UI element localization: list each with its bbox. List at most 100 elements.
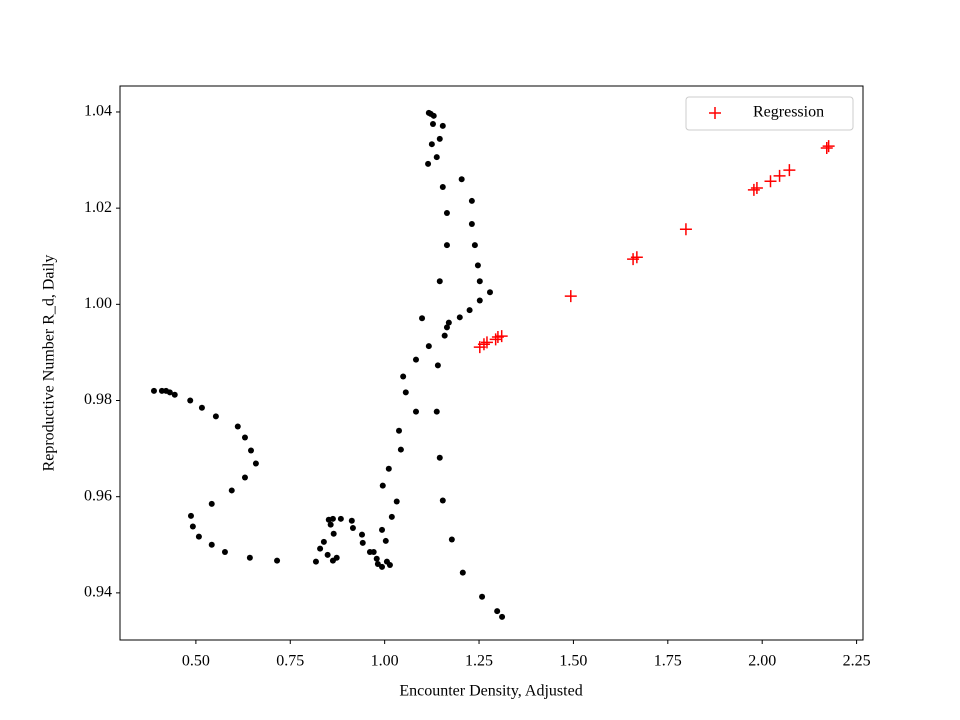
data-point bbox=[234, 423, 241, 430]
data-point bbox=[476, 297, 483, 304]
data-point bbox=[436, 454, 443, 461]
data-point bbox=[783, 164, 796, 177]
data-point bbox=[379, 526, 386, 533]
data-point bbox=[436, 278, 443, 285]
y-tick-label: 1.02 bbox=[84, 199, 112, 216]
data-point bbox=[320, 538, 327, 545]
data-point bbox=[150, 387, 157, 394]
x-tick-label: 1.00 bbox=[371, 653, 399, 670]
data-point bbox=[412, 356, 419, 363]
data-point bbox=[495, 330, 508, 343]
legend-marker bbox=[709, 107, 721, 119]
data-point bbox=[379, 482, 386, 489]
data-point bbox=[429, 120, 436, 127]
data-point bbox=[443, 242, 450, 249]
x-tick-label: 1.75 bbox=[654, 653, 682, 670]
y-tick-label: 0.94 bbox=[84, 584, 112, 601]
data-point bbox=[379, 563, 386, 570]
data-point bbox=[187, 397, 194, 404]
data-point bbox=[393, 498, 400, 505]
data-point bbox=[312, 558, 319, 565]
data-point bbox=[195, 533, 202, 540]
data-point bbox=[822, 140, 835, 153]
data-point bbox=[459, 569, 466, 576]
data-point bbox=[189, 523, 196, 530]
data-point bbox=[499, 613, 506, 620]
data-point bbox=[433, 154, 440, 161]
data-point bbox=[425, 160, 432, 167]
data-point bbox=[439, 497, 446, 504]
data-point bbox=[187, 512, 194, 519]
data-point bbox=[317, 545, 324, 552]
data-point bbox=[385, 465, 392, 472]
data-point bbox=[441, 332, 448, 339]
data-point bbox=[489, 333, 502, 346]
data-point bbox=[820, 142, 833, 155]
y-tick-label: 0.96 bbox=[84, 487, 112, 504]
data-point bbox=[486, 289, 493, 296]
x-tick-label: 2.00 bbox=[748, 653, 776, 670]
data-point bbox=[208, 541, 215, 548]
data-point bbox=[402, 389, 409, 396]
data-point bbox=[466, 307, 473, 314]
data-point bbox=[198, 404, 205, 411]
data-point bbox=[750, 181, 763, 194]
data-point bbox=[477, 338, 490, 351]
data-point bbox=[397, 446, 404, 453]
legend-box bbox=[685, 96, 854, 131]
data-point bbox=[248, 447, 255, 454]
data-point bbox=[443, 324, 450, 331]
data-point bbox=[252, 460, 259, 467]
data-point bbox=[428, 141, 435, 148]
data-point bbox=[348, 517, 355, 524]
data-point bbox=[773, 169, 786, 182]
x-tick-label: 1.25 bbox=[465, 653, 493, 670]
data-point bbox=[630, 251, 643, 264]
data-point bbox=[359, 539, 366, 546]
data-point bbox=[171, 391, 178, 398]
data-point bbox=[439, 122, 446, 129]
data-point bbox=[386, 561, 393, 568]
data-point bbox=[324, 551, 331, 558]
data-point bbox=[474, 262, 481, 269]
data-point bbox=[388, 513, 395, 520]
data-point bbox=[221, 548, 228, 555]
y-axis-label: Reproductive Number R_d, Daily bbox=[41, 255, 58, 472]
data-point bbox=[349, 524, 356, 531]
data-point bbox=[419, 315, 426, 322]
data-point bbox=[443, 209, 450, 216]
y-tick-label: 1.04 bbox=[84, 103, 112, 120]
data-point bbox=[382, 537, 389, 544]
data-point bbox=[333, 554, 340, 561]
data-point bbox=[373, 555, 380, 562]
y-tick-label: 0.98 bbox=[84, 391, 112, 408]
data-point bbox=[468, 221, 475, 228]
data-point bbox=[679, 223, 692, 236]
data-point bbox=[764, 175, 777, 188]
data-point bbox=[241, 474, 248, 481]
data-point bbox=[747, 183, 760, 196]
data-point bbox=[212, 413, 219, 420]
data-point bbox=[329, 515, 336, 522]
x-tick-label: 2.25 bbox=[843, 653, 871, 670]
data-point bbox=[479, 593, 486, 600]
x-tick-label: 1.50 bbox=[559, 653, 587, 670]
data-point bbox=[456, 314, 463, 321]
plot-frame bbox=[119, 85, 864, 641]
data-point bbox=[228, 487, 235, 494]
data-point bbox=[208, 500, 215, 507]
data-point bbox=[241, 434, 248, 441]
data-point bbox=[430, 112, 437, 119]
data-point bbox=[476, 278, 483, 285]
data-point bbox=[564, 290, 577, 303]
x-tick-label: 0.75 bbox=[276, 653, 304, 670]
data-point bbox=[359, 531, 366, 538]
data-point bbox=[445, 319, 452, 326]
data-point bbox=[246, 554, 253, 561]
data-point bbox=[433, 408, 440, 415]
data-point bbox=[274, 557, 281, 564]
data-point bbox=[425, 343, 432, 350]
data-point bbox=[330, 530, 337, 537]
